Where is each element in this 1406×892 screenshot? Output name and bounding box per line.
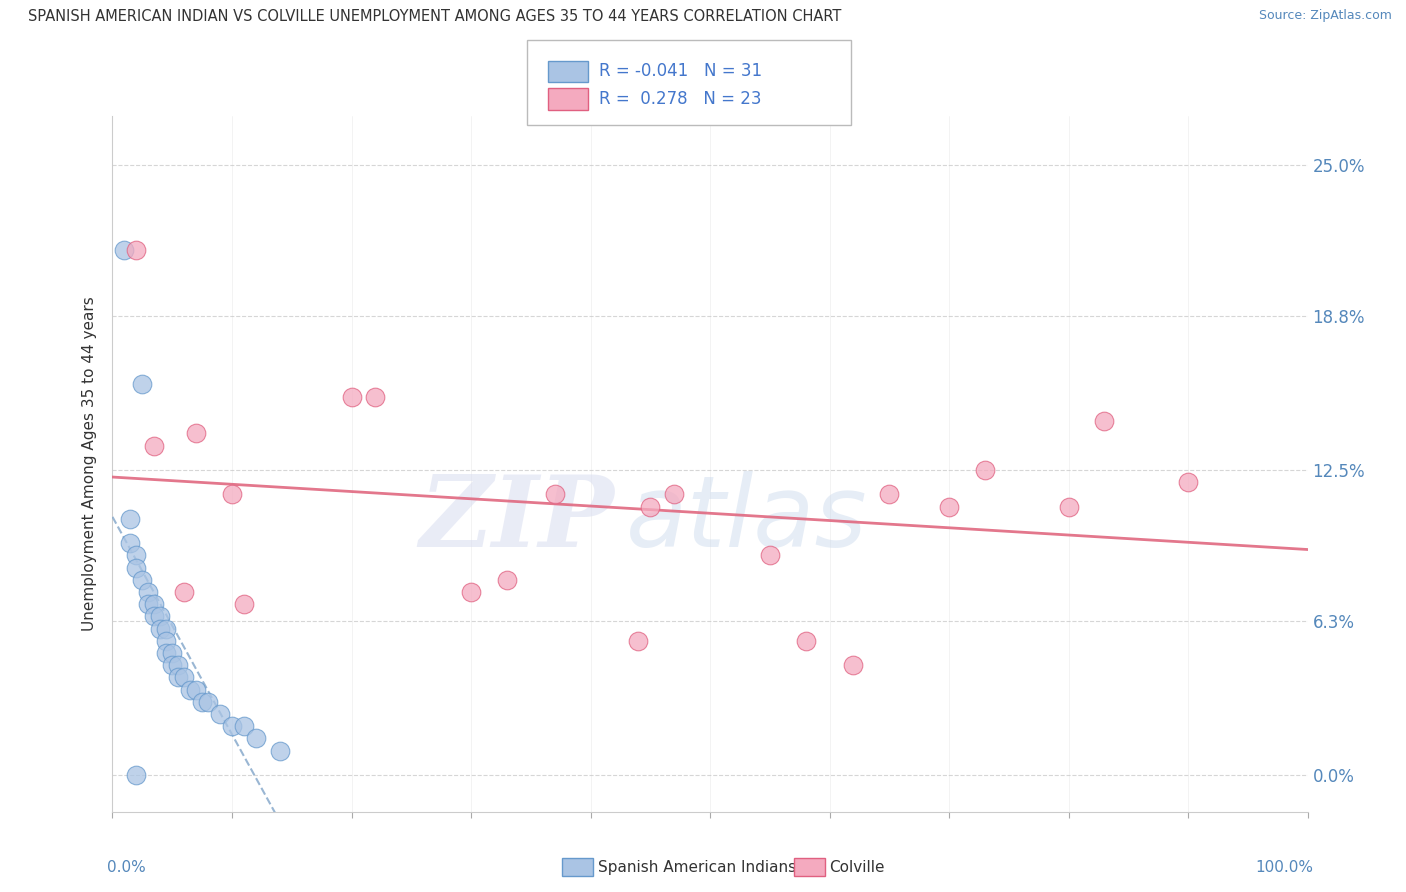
- Point: [143, 609, 166, 624]
- Point: [120, 512, 142, 526]
- Text: 100.0%: 100.0%: [1256, 861, 1313, 875]
- Point: [138, 597, 160, 611]
- Point: [1057, 500, 1080, 514]
- Point: [245, 731, 267, 746]
- Text: Source: ZipAtlas.com: Source: ZipAtlas.com: [1258, 9, 1392, 22]
- Point: [877, 487, 900, 501]
- Point: [167, 670, 190, 684]
- Point: [138, 585, 160, 599]
- Point: [155, 622, 177, 636]
- Point: [125, 244, 148, 258]
- Point: [496, 573, 519, 587]
- Point: [1092, 414, 1115, 428]
- Point: [973, 463, 995, 477]
- Point: [155, 646, 177, 660]
- Point: [186, 682, 208, 697]
- Text: SPANISH AMERICAN INDIAN VS COLVILLE UNEMPLOYMENT AMONG AGES 35 TO 44 YEARS CORRE: SPANISH AMERICAN INDIAN VS COLVILLE UNEM…: [28, 9, 842, 24]
- Text: R =  0.278   N = 23: R = 0.278 N = 23: [599, 90, 762, 108]
- Point: [232, 597, 256, 611]
- Point: [155, 633, 177, 648]
- Text: 0.0%: 0.0%: [107, 861, 145, 875]
- Text: Spanish American Indians: Spanish American Indians: [598, 860, 796, 874]
- Point: [120, 536, 142, 550]
- Point: [759, 549, 782, 563]
- Text: R = -0.041   N = 31: R = -0.041 N = 31: [599, 62, 762, 80]
- Point: [173, 585, 195, 599]
- Point: [221, 487, 243, 501]
- Point: [162, 646, 183, 660]
- Point: [179, 682, 201, 697]
- Point: [794, 633, 817, 648]
- Point: [627, 633, 650, 648]
- Point: [167, 658, 190, 673]
- Point: [208, 707, 231, 722]
- Point: [149, 609, 172, 624]
- Point: [143, 438, 166, 452]
- Point: [149, 622, 172, 636]
- Point: [221, 719, 243, 733]
- Point: [364, 390, 387, 404]
- Point: [638, 500, 662, 514]
- Point: [125, 549, 148, 563]
- Point: [125, 768, 148, 782]
- Point: [131, 573, 153, 587]
- Point: [191, 695, 214, 709]
- Y-axis label: Unemployment Among Ages 35 to 44 years: Unemployment Among Ages 35 to 44 years: [82, 296, 97, 632]
- Point: [269, 744, 291, 758]
- Point: [143, 597, 166, 611]
- Point: [186, 426, 208, 441]
- Point: [232, 719, 256, 733]
- Point: [173, 670, 195, 684]
- Point: [664, 487, 686, 501]
- Point: [543, 487, 565, 501]
- Point: [162, 658, 183, 673]
- Point: [131, 377, 153, 392]
- Point: [125, 560, 148, 574]
- Point: [1177, 475, 1199, 490]
- Point: [938, 500, 960, 514]
- Point: [197, 695, 219, 709]
- Point: [842, 658, 865, 673]
- Point: [460, 585, 482, 599]
- Text: Colville: Colville: [830, 860, 884, 874]
- Point: [340, 390, 363, 404]
- Text: ZIP: ZIP: [419, 471, 614, 567]
- Point: [114, 244, 135, 258]
- Text: atlas: atlas: [626, 471, 868, 568]
